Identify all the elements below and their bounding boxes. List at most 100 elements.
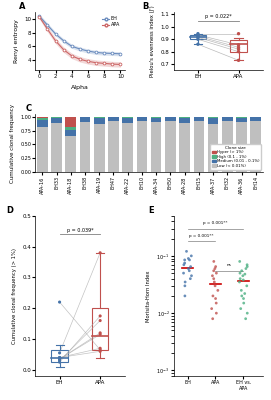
Bar <box>37 120 48 127</box>
Bar <box>236 122 247 172</box>
Point <box>57 356 62 362</box>
Point <box>98 345 102 352</box>
Point <box>240 268 244 274</box>
Bar <box>137 117 147 121</box>
Bar <box>193 117 204 120</box>
Point <box>244 265 248 272</box>
Bar <box>94 124 105 172</box>
Point <box>236 46 241 52</box>
Bar <box>137 121 147 172</box>
Bar <box>80 122 90 172</box>
Point <box>236 42 241 48</box>
Bar <box>51 123 62 172</box>
Point <box>57 299 62 305</box>
Point <box>214 300 218 306</box>
Point <box>212 276 216 282</box>
Point <box>238 258 242 265</box>
Point <box>98 330 102 336</box>
Point <box>245 283 249 289</box>
Legend: EH, APA: EH, APA <box>100 14 122 29</box>
Text: B: B <box>142 2 149 11</box>
Bar <box>108 121 119 172</box>
Text: A: A <box>19 2 26 11</box>
Bar <box>108 117 119 121</box>
Point <box>238 270 242 276</box>
Bar <box>179 117 190 118</box>
Point <box>236 30 241 37</box>
Bar <box>151 118 162 122</box>
Bar <box>236 117 247 118</box>
Point <box>98 317 102 324</box>
Point <box>209 306 214 312</box>
Text: p = 0.001**: p = 0.001** <box>203 221 228 225</box>
FancyBboxPatch shape <box>190 35 206 39</box>
Bar <box>208 117 218 118</box>
Point <box>245 262 249 268</box>
Point <box>214 310 218 316</box>
Point <box>236 48 241 55</box>
Point <box>182 260 187 266</box>
Bar <box>165 117 176 121</box>
Point <box>189 253 193 259</box>
Bar <box>37 127 48 172</box>
Point <box>212 268 216 274</box>
Bar <box>179 118 190 123</box>
Legend: Hyper (> 1%), High (0.1 - 1%), Medium (0.01 - 0.1%), Low (< 0.01%): Hyper (> 1%), High (0.1 - 1%), Medium (0… <box>210 144 261 170</box>
FancyBboxPatch shape <box>230 40 247 52</box>
Bar <box>165 121 176 172</box>
FancyBboxPatch shape <box>51 350 68 362</box>
Point <box>183 279 187 285</box>
Point <box>57 350 62 356</box>
Point <box>240 293 244 299</box>
Point <box>196 30 200 37</box>
Point <box>98 313 102 319</box>
Bar <box>37 118 48 120</box>
Point <box>241 272 245 279</box>
Text: D: D <box>7 206 14 215</box>
Y-axis label: Pielou's evenness index (J'): Pielou's evenness index (J') <box>150 5 155 77</box>
Text: C: C <box>26 104 32 113</box>
Point <box>214 263 218 270</box>
Point <box>188 276 192 282</box>
Point <box>184 248 189 254</box>
Bar <box>151 122 162 172</box>
FancyBboxPatch shape <box>92 308 108 350</box>
Point <box>241 277 246 283</box>
Point <box>182 262 186 268</box>
Point <box>182 257 187 263</box>
Bar <box>151 117 162 118</box>
Y-axis label: Morisita-Horn Index: Morisita-Horn Index <box>146 270 151 322</box>
Point <box>98 331 102 338</box>
Bar <box>51 117 62 118</box>
Bar <box>208 118 218 124</box>
Text: E: E <box>149 206 154 215</box>
Text: p = 0.022*: p = 0.022* <box>205 14 232 20</box>
Point <box>245 310 249 316</box>
Bar <box>66 127 76 130</box>
Point <box>196 41 200 48</box>
Point <box>196 36 200 42</box>
Point <box>57 359 62 365</box>
Text: ns: ns <box>227 263 232 267</box>
Point <box>236 44 241 50</box>
Bar <box>122 117 133 118</box>
Y-axis label: Renyi entropy: Renyi entropy <box>14 19 18 63</box>
Bar <box>193 120 204 172</box>
Point <box>196 33 200 39</box>
Point <box>186 265 191 272</box>
Y-axis label: Cumulative clonal frequency (> 1%): Cumulative clonal frequency (> 1%) <box>12 248 17 344</box>
Point <box>188 263 193 270</box>
Point <box>243 290 247 297</box>
Point <box>212 258 216 265</box>
Bar <box>222 117 233 121</box>
Y-axis label: Cumulative clonal frequency: Cumulative clonal frequency <box>10 104 15 182</box>
Point <box>216 287 220 294</box>
Point <box>213 265 217 272</box>
Bar <box>179 123 190 172</box>
Point <box>57 356 62 362</box>
Point <box>212 279 217 285</box>
Point <box>238 306 243 312</box>
Point <box>241 300 246 306</box>
Point <box>243 316 248 322</box>
Point <box>241 295 246 302</box>
